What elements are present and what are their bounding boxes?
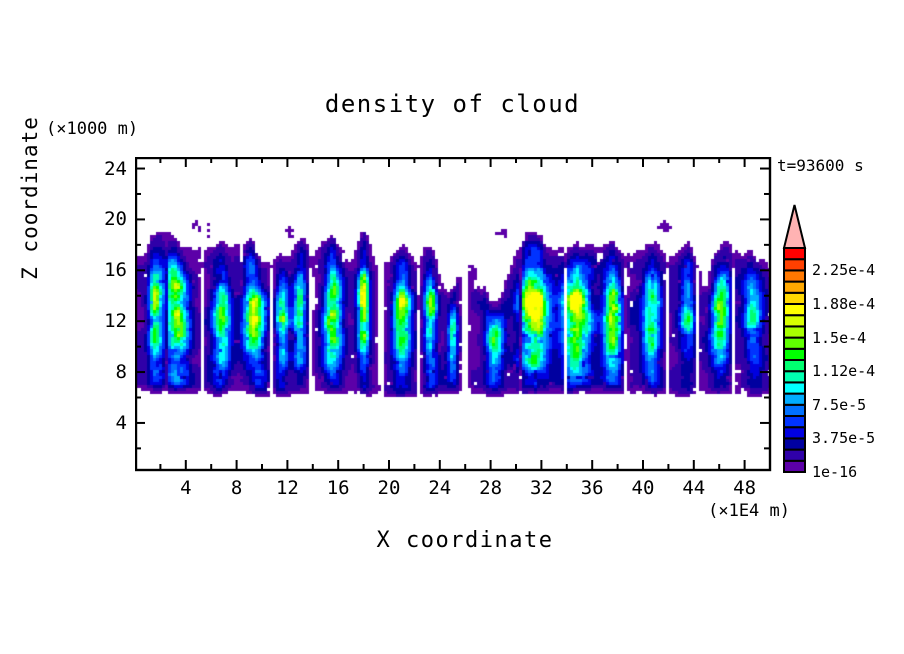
colorbar-overflow-arrow (782, 204, 807, 249)
colorbar-cell-10 (783, 347, 806, 362)
y-tick-label-24: 24 (104, 157, 127, 180)
colorbar-cell-16 (783, 280, 806, 294)
plot-frame-and-ticks (135, 157, 772, 472)
colorbar-cell-12 (783, 325, 806, 339)
colorbar-cell-5 (783, 403, 806, 418)
colorbar-cell-17 (783, 269, 806, 283)
plot-frame (135, 157, 772, 472)
x-tick-label-36: 36 (580, 477, 604, 499)
y-tick-label-16: 16 (104, 259, 127, 282)
x-tick-label-12: 12 (275, 477, 299, 499)
x-tick-label-24: 24 (428, 477, 452, 499)
colorbar-label-7.5e-5: 7.5e-5 (812, 395, 867, 414)
x-tick-label-40: 40 (631, 477, 655, 499)
colorbar-label-3.75e-5: 3.75e-5 (812, 429, 876, 448)
colorbar-cell-0 (783, 459, 806, 473)
colorbar-cell-7 (783, 381, 806, 395)
colorbar (782, 204, 807, 473)
x-tick-label-8: 8 (230, 477, 243, 499)
y-axis-title: Z coordinate (18, 116, 42, 280)
time-stamp-label: t=93600 s (777, 156, 864, 175)
x-axis-unit-label: (×1E4 m) (708, 501, 790, 521)
y-tick-label-20: 20 (104, 208, 127, 231)
colorbar-label-1.5e-4: 1.5e-4 (812, 328, 867, 347)
x-tick-label-4: 4 (180, 477, 192, 499)
colorbar-cell-15 (783, 291, 806, 306)
colorbar-cell-18 (783, 258, 806, 272)
x-tick-label-16: 16 (326, 477, 350, 499)
colorbar-cell-4 (783, 415, 806, 429)
colorbar-cell-19 (783, 247, 806, 261)
colorbar-cell-14 (783, 303, 806, 317)
colorbar-cell-9 (783, 359, 806, 373)
y-axis-unit-label: (×1000 m) (46, 119, 139, 139)
y-tick-label-8: 8 (115, 361, 127, 384)
colorbar-label-2.25e-4: 2.25e-4 (812, 261, 876, 280)
x-tick-label-32: 32 (529, 477, 553, 499)
colorbar-cell-6 (783, 392, 806, 406)
x-axis-title: X coordinate (376, 528, 554, 553)
colorbar-cell-11 (783, 336, 806, 350)
x-tick-label-20: 20 (377, 477, 401, 499)
colorbar-cell-8 (783, 370, 806, 384)
x-tick-label-28: 28 (479, 477, 503, 499)
colorbar-cell-1 (783, 448, 806, 462)
chart-title: density of cloud (324, 90, 581, 118)
colorbar-cell-2 (783, 437, 806, 451)
y-tick-label-4: 4 (115, 411, 127, 434)
cloud-density-heatmap (135, 157, 770, 470)
x-tick-label-48: 48 (733, 477, 757, 499)
colorbar-cell-3 (783, 426, 806, 440)
colorbar-label-1e-16: 1e-16 (812, 463, 858, 481)
colorbar-cell-13 (783, 314, 806, 328)
colorbar-label-1.12e-4: 1.12e-4 (812, 362, 876, 381)
y-tick-label-12: 12 (104, 310, 127, 333)
x-tick-label-44: 44 (682, 477, 706, 499)
colorbar-label-1.88e-4: 1.88e-4 (812, 295, 876, 313)
